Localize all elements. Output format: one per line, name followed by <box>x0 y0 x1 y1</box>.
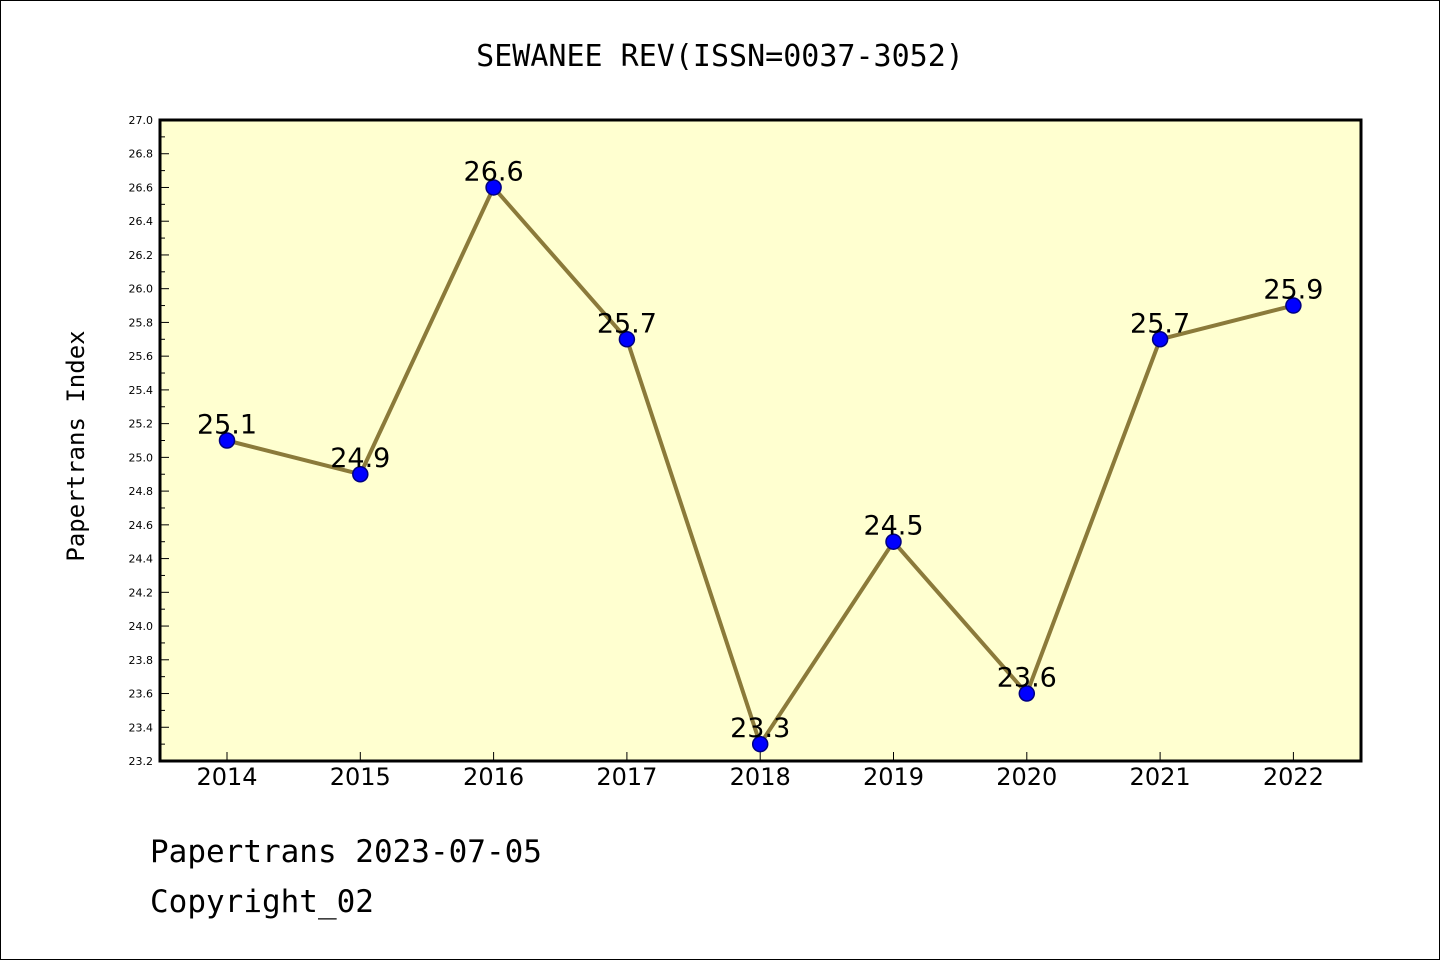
x-tick-label: 2018 <box>730 763 791 791</box>
y-tick-label: 26.2 <box>129 249 154 262</box>
y-tick-label: 25.2 <box>129 418 154 431</box>
y-tick-label: 24.0 <box>129 620 154 633</box>
y-axis-label: Papertrans Index <box>62 330 90 561</box>
y-tick-label: 24.6 <box>129 519 154 532</box>
data-label: 25.7 <box>1130 308 1190 339</box>
y-tick-label: 23.6 <box>129 688 154 701</box>
y-tick-label: 23.8 <box>129 654 154 667</box>
x-tick-label: 2016 <box>463 763 524 791</box>
data-label: 23.3 <box>730 713 790 744</box>
y-tick-label: 26.6 <box>129 181 154 194</box>
data-point <box>885 533 902 550</box>
y-tick-label: 24.2 <box>129 586 154 599</box>
y-tick-label: 27.0 <box>129 114 154 127</box>
data-point <box>352 465 369 483</box>
data-labels: 25.1 24.9 26.6 25.7 23.3 24.5 23.6 25.7 25.9 <box>197 156 1324 744</box>
data-point <box>1285 297 1302 314</box>
x-tick-label: 2017 <box>596 763 657 791</box>
x-tick-label: 2021 <box>1130 763 1191 791</box>
chart-title: SEWANEE REV(ISSN=0037-3052) <box>476 39 964 74</box>
y-tick-label: 26.8 <box>129 148 154 161</box>
x-tick-label: 2022 <box>1263 763 1324 791</box>
data-point <box>218 432 236 449</box>
data-point <box>618 331 636 348</box>
data-label: 24.5 <box>863 511 923 542</box>
data-point <box>751 735 769 753</box>
plot-border <box>158 118 1363 763</box>
y-tick-label: 25.0 <box>129 451 154 464</box>
data-points <box>218 179 1302 753</box>
footer-copyright-text: Copyright_02 <box>150 884 374 920</box>
plot-area <box>160 120 1361 761</box>
axis-ticks: 23.2 23.4 23.6 23.8 24.0 24.2 24.4 24.6 24.8 25.0… <box>129 114 1324 791</box>
data-point <box>485 179 502 196</box>
y-tick-label: 24.8 <box>129 485 154 498</box>
y-tick-label: 25.6 <box>129 350 154 363</box>
x-tick-label: 2015 <box>330 763 391 791</box>
data-label: 25.7 <box>597 308 657 339</box>
data-label: 24.9 <box>330 443 390 474</box>
x-tick-label: 2020 <box>996 763 1057 791</box>
x-tick-label: 2014 <box>196 763 257 791</box>
x-tick-label: 2019 <box>863 763 924 791</box>
data-label: 26.6 <box>464 156 524 187</box>
data-label: 25.1 <box>197 410 257 441</box>
data-point <box>1151 331 1169 348</box>
y-tick-label: 23.2 <box>129 755 154 768</box>
y-tick-label: 26.0 <box>129 283 154 296</box>
data-label: 25.9 <box>1263 275 1323 306</box>
y-tick-label: 26.4 <box>129 215 154 228</box>
y-tick-label: 23.4 <box>129 721 154 734</box>
y-tick-label: 25.8 <box>129 316 154 329</box>
y-tick-label: 25.4 <box>129 384 154 397</box>
footer-date-text: Papertrans 2023-07-05 <box>150 834 542 870</box>
y-tick-label: 24.4 <box>129 553 154 566</box>
data-point <box>1018 685 1036 702</box>
data-label: 23.6 <box>997 663 1057 694</box>
